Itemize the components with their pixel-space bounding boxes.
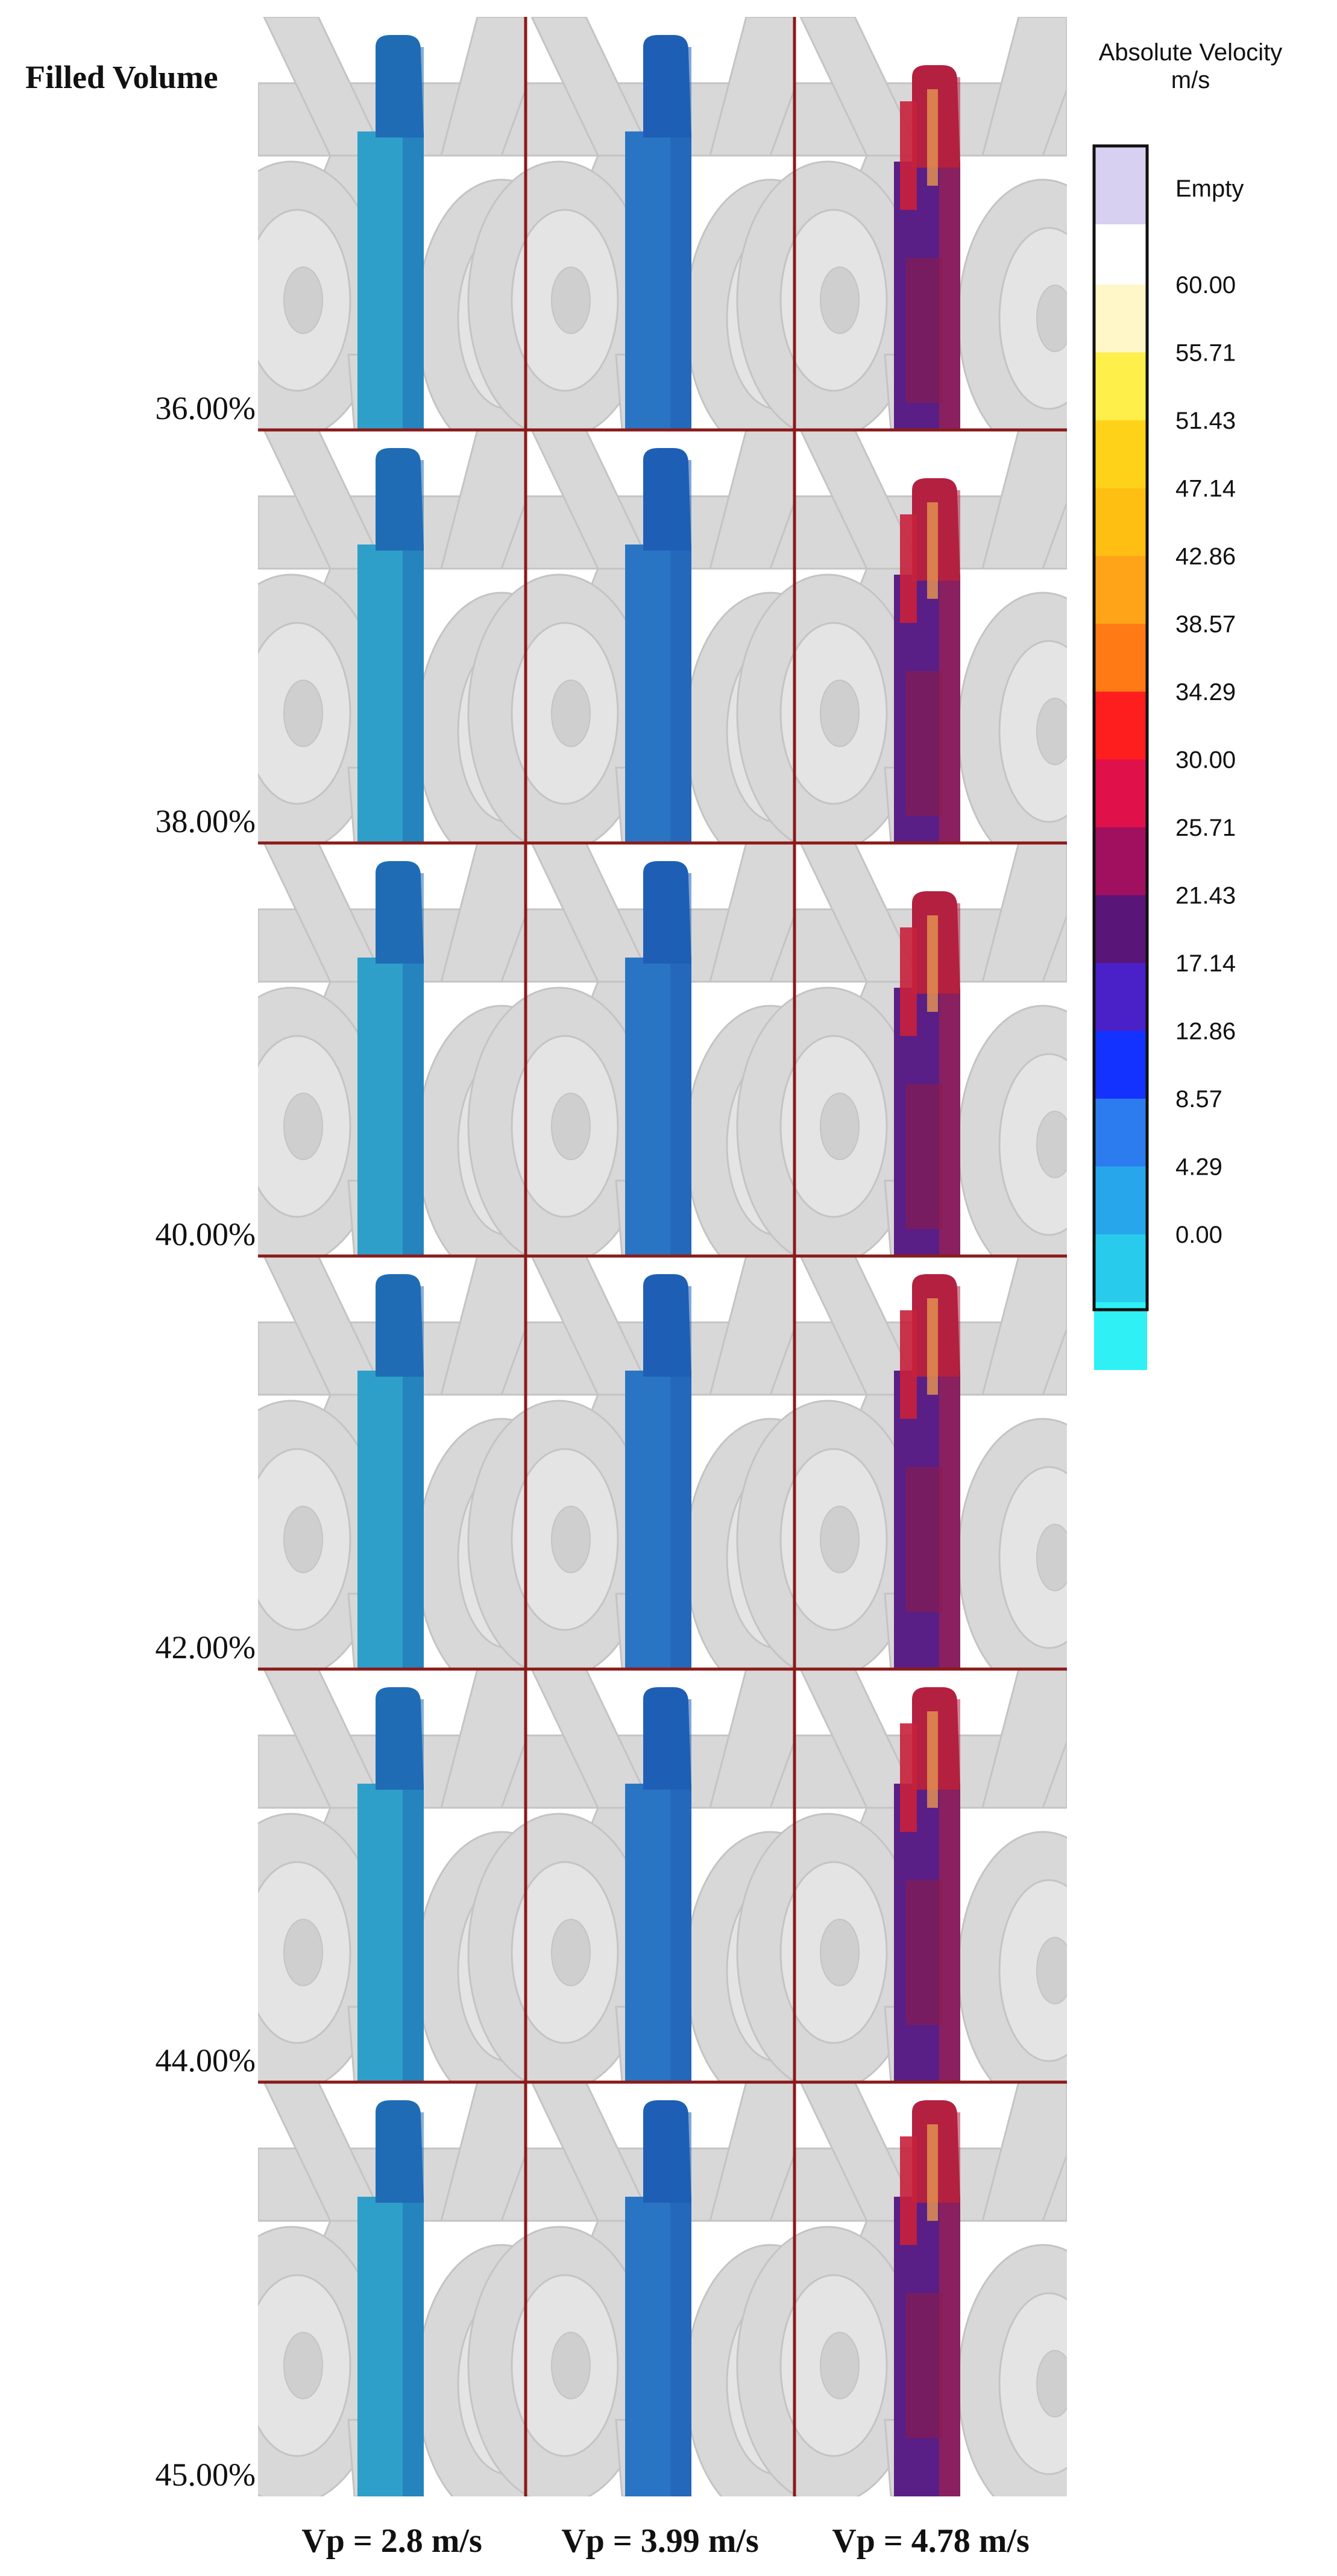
legend-color-bar bbox=[1094, 146, 1147, 1370]
legend-value-label: 51.43 bbox=[1175, 408, 1236, 434]
legend-value-label: 17.14 bbox=[1175, 950, 1236, 977]
panel-r4-c2 bbox=[736, 1668, 1067, 2110]
legend-swatch bbox=[1094, 285, 1147, 353]
velocity-legend: Absolute Velocity m/s 60.00 55.71 51.43 47.… bbox=[1092, 39, 1283, 1370]
fluid-column bbox=[894, 891, 960, 1256]
legend-empty-label: Empty bbox=[1175, 175, 1244, 202]
legend-swatch bbox=[1094, 1031, 1147, 1099]
panel-r5-c2 bbox=[736, 2081, 1067, 2496]
row-label: 42.00% bbox=[156, 1629, 256, 1665]
fluid-column bbox=[357, 861, 424, 1256]
legend-value-label: 47.14 bbox=[1175, 476, 1236, 502]
legend-value-label: 55.71 bbox=[1175, 340, 1236, 367]
legend-swatch bbox=[1094, 623, 1147, 692]
legend-frame bbox=[1092, 144, 1149, 1312]
fluid-column bbox=[625, 1274, 691, 1669]
legend-value-label: 60.00 bbox=[1175, 272, 1236, 298]
panel-r1-c2 bbox=[736, 429, 1067, 871]
row-label: 36.00% bbox=[156, 390, 256, 426]
legend-swatch bbox=[1094, 556, 1147, 624]
legend-swatch bbox=[1094, 692, 1147, 760]
fluid-column bbox=[894, 1687, 960, 2082]
panel-r2-c2 bbox=[736, 842, 1067, 1284]
legend-value-label: 12.86 bbox=[1175, 1018, 1236, 1045]
panel-r0-c2 bbox=[736, 17, 1067, 458]
legend-swatch bbox=[1094, 488, 1147, 556]
row-label: 40.00% bbox=[156, 1216, 256, 1252]
mechanism-geometry bbox=[736, 17, 1067, 458]
fluid-column bbox=[357, 1274, 424, 1669]
legend-unit: m/s bbox=[1171, 67, 1210, 93]
legend-swatch-empty bbox=[1094, 146, 1147, 224]
fluid-column bbox=[357, 35, 424, 430]
row-label: 44.00% bbox=[156, 2042, 256, 2079]
column-labels: Vp = 2.8 m/s Vp = 3.99 m/s Vp = 4.78 m/s bbox=[301, 2522, 1030, 2560]
legend-value-label: 30.00 bbox=[1175, 747, 1236, 774]
fluid-column bbox=[625, 35, 691, 430]
fluid-column bbox=[357, 448, 424, 843]
fluid-column bbox=[625, 448, 691, 843]
legend-swatch bbox=[1094, 759, 1147, 827]
fluid-column bbox=[625, 861, 691, 1256]
panel-grid bbox=[258, 17, 1067, 2496]
fluid-column bbox=[894, 1274, 960, 1669]
legend-value-label: 21.43 bbox=[1175, 883, 1236, 909]
legend-value-label: 0.00 bbox=[1175, 1222, 1222, 1248]
row-label-heading: Filled Volume bbox=[25, 59, 218, 95]
legend-swatch bbox=[1094, 895, 1147, 963]
legend-swatch bbox=[1094, 1302, 1147, 1370]
legend-swatch bbox=[1094, 420, 1147, 488]
legend-swatch-top bbox=[1094, 224, 1147, 285]
fluid-column bbox=[894, 478, 960, 843]
legend-value-label: 34.29 bbox=[1175, 679, 1236, 706]
fluid-column bbox=[357, 1687, 424, 2082]
legend-swatch bbox=[1094, 1166, 1147, 1234]
mechanism-geometry bbox=[736, 1668, 1067, 2110]
row-label: 45.00% bbox=[156, 2457, 256, 2493]
legend-swatch bbox=[1094, 1234, 1147, 1302]
mechanism-geometry bbox=[736, 842, 1067, 1284]
row-labels: 36.00% 38.00% 40.00% 42.00% 44.00% 45.00% bbox=[156, 390, 256, 2493]
fluid-column bbox=[625, 2100, 691, 2496]
legend-value-label: 25.71 bbox=[1175, 815, 1236, 841]
row-label: 38.00% bbox=[156, 803, 256, 839]
column-label: Vp = 3.99 m/s bbox=[561, 2522, 759, 2560]
legend-value-label: 42.86 bbox=[1175, 543, 1236, 570]
legend-swatch bbox=[1094, 352, 1147, 420]
legend-value-label: 8.57 bbox=[1175, 1086, 1222, 1113]
fluid-column bbox=[894, 2100, 960, 2496]
legend-swatch bbox=[1094, 1099, 1147, 1167]
legend-swatch bbox=[1094, 827, 1147, 895]
column-label: Vp = 2.8 m/s bbox=[301, 2522, 482, 2560]
fluid-column bbox=[625, 1687, 691, 2082]
legend-value-label: 38.57 bbox=[1175, 611, 1236, 638]
legend-value-label: 4.29 bbox=[1175, 1154, 1222, 1181]
legend-labels: 60.00 55.71 51.43 47.14 42.86 38.57 34.29 30.00… bbox=[1175, 272, 1236, 1248]
fluid-column bbox=[357, 2100, 424, 2496]
column-label: Vp = 4.78 m/s bbox=[832, 2522, 1030, 2560]
panel-grid-lines bbox=[258, 17, 1067, 2496]
legend-title: Absolute Velocity bbox=[1099, 39, 1283, 66]
panel-r3-c2 bbox=[736, 1255, 1067, 1697]
fluid-column bbox=[894, 65, 960, 430]
legend-swatch bbox=[1094, 963, 1147, 1031]
